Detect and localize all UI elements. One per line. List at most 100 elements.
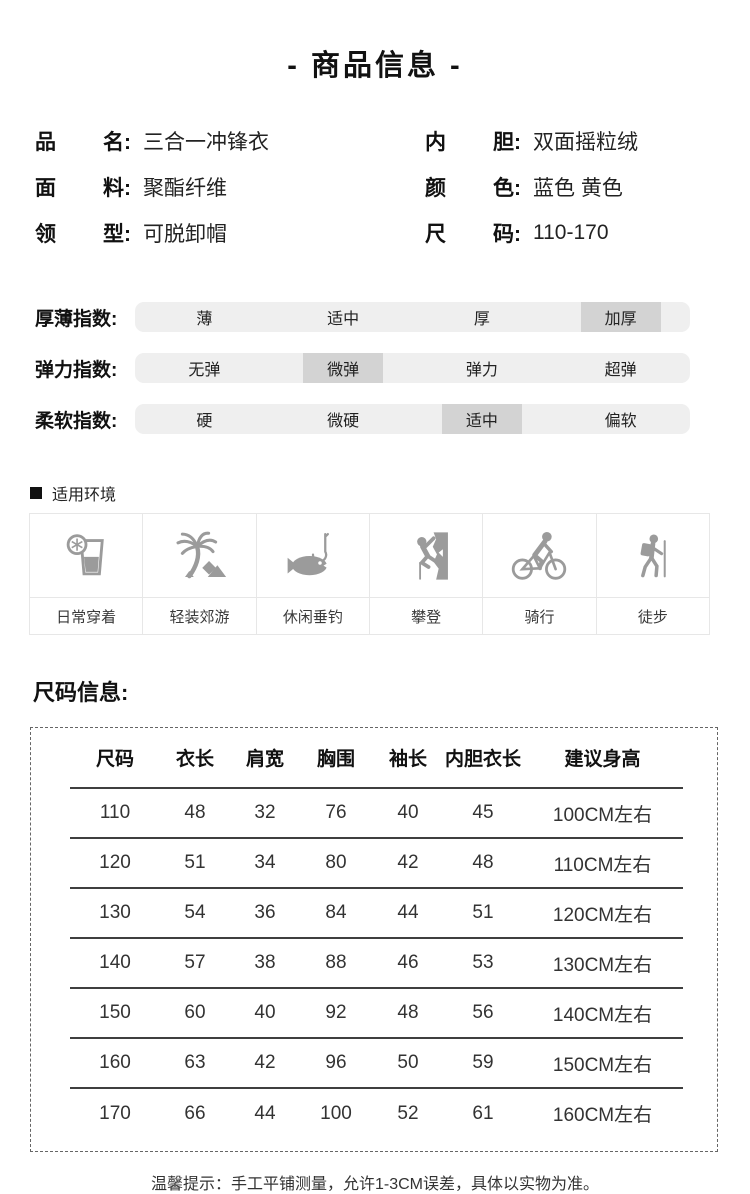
bar-option-label: 超弹	[604, 362, 637, 379]
col-header-length: 衣长	[175, 749, 214, 770]
attr-value: 蓝色 黄色	[533, 177, 623, 200]
attr-label-char: 领	[35, 223, 56, 246]
table-row: 130 54 36 84 44 51 120CM左右	[70, 888, 683, 938]
table-row: 160 63 42 96 50 59 150CM左右	[70, 1038, 683, 1088]
cell: 53	[472, 952, 494, 973]
softness-index-row: 柔软指数: 硬 微硬 适中 偏软	[35, 404, 750, 434]
cell: 45	[472, 802, 494, 823]
attr-row-size: 尺 码: 110-170	[425, 210, 715, 256]
climbing-icon	[370, 514, 483, 597]
cell: 48	[472, 852, 494, 873]
bar-option: 薄	[135, 302, 274, 332]
hiking-icon	[596, 514, 709, 597]
col-header-chest: 胸围	[316, 749, 355, 770]
cell: 50	[397, 1052, 419, 1073]
size-table: 尺码 衣长 肩宽 胸围 袖长 内胆衣长 建议身高 110 48 32 76 40 45 10…	[70, 728, 683, 1138]
cell: 51	[184, 852, 206, 873]
cell: 32	[254, 802, 276, 823]
attr-label-char: 料:	[103, 177, 131, 200]
cell: 92	[325, 1002, 347, 1023]
cell: 96	[325, 1052, 347, 1073]
index-label: 弹力指数:	[35, 359, 118, 381]
cell: 59	[472, 1052, 494, 1073]
size-table-box: 尺码 衣长 肩宽 胸围 袖长 内胆衣长 建议身高 110 48 32 76 40 45 10…	[30, 727, 718, 1152]
fishing-icon	[256, 514, 369, 597]
attr-value: 三合一冲锋衣	[143, 131, 269, 154]
cell: 150	[99, 1002, 131, 1023]
col-header-liner-length: 内胆衣长	[444, 749, 521, 770]
attr-label: 尺 码:	[425, 218, 521, 248]
cell: 52	[397, 1102, 419, 1124]
attr-label-char: 面	[35, 177, 56, 200]
table-row: 120 51 34 80 42 48 110CM左右	[70, 838, 683, 888]
attr-label-char: 胆:	[493, 131, 521, 154]
table-row: 170 66 44 100 52 61 160CM左右	[70, 1088, 683, 1138]
cell: 110	[99, 802, 131, 823]
cell: 57	[184, 952, 206, 973]
attr-label-char: 码:	[493, 223, 521, 246]
bar-option: 厚	[413, 302, 552, 332]
cell: 42	[397, 852, 419, 873]
cell: 48	[397, 1002, 419, 1023]
attr-value: 双面摇粒绒	[533, 131, 638, 154]
col-header-height: 建议身高	[564, 749, 641, 770]
bar-option: 偏软	[551, 404, 690, 434]
cell: 88	[325, 952, 347, 973]
bar-option: 适中	[274, 302, 413, 332]
cell: 130	[99, 902, 131, 923]
drink-icon	[30, 514, 143, 597]
cell: 51	[472, 902, 494, 923]
env-label-hiking: 徒步	[596, 598, 709, 634]
cell: 160	[99, 1052, 131, 1073]
bar-option-label: 弹力	[465, 362, 498, 379]
cell: 44	[254, 1102, 276, 1124]
measurement-disclaimer: 温馨提示：手工平铺测量，允许1-3CM误差，具体以实物为准。	[150, 1176, 599, 1193]
attr-row-collar: 领 型: 可脱卸帽	[35, 210, 425, 256]
bar-option-label: 无弹	[188, 362, 221, 379]
attr-row-name: 品 名: 三合一冲锋衣	[35, 118, 425, 164]
softness-bar: 硬 微硬 适中 偏软	[135, 404, 690, 434]
env-label-light-outing: 轻装郊游	[143, 598, 256, 634]
palm-tree-icon	[143, 514, 256, 597]
index-bars-section: 厚薄指数: 薄 适中 厚 加厚 弹力指数: 无弹 微弹 弹力 超弹 柔软指数: …	[35, 302, 750, 434]
elasticity-bar: 无弹 微弹 弹力 超弹	[135, 353, 690, 383]
attr-label-char: 型:	[103, 223, 131, 246]
bar-option-selected: 适中	[413, 404, 552, 434]
attr-label: 面 料:	[35, 172, 131, 202]
cell: 76	[325, 802, 347, 823]
cell: 40	[254, 1002, 276, 1023]
bar-option: 微硬	[274, 404, 413, 434]
attributes-left-column: 品 名: 三合一冲锋衣 面 料: 聚酯纤维 领 型: 可脱卸帽	[35, 118, 425, 256]
index-label: 柔软指数:	[35, 410, 118, 432]
attr-row-color: 颜 色: 蓝色 黄色	[425, 164, 715, 210]
cell: 63	[184, 1052, 206, 1073]
cell: 150CM左右	[552, 1054, 653, 1076]
cell: 84	[325, 902, 347, 923]
cell: 48	[184, 802, 206, 823]
cell: 160CM左右	[552, 1105, 653, 1126]
env-label-cycling: 骑行	[483, 598, 596, 634]
cell: 140	[99, 952, 131, 973]
attr-label-char: 名:	[103, 131, 131, 154]
cell: 100CM左右	[552, 804, 653, 826]
attr-label-char: 尺	[425, 223, 446, 246]
cell: 140CM左右	[552, 1004, 653, 1026]
cell: 66	[184, 1102, 206, 1124]
cell: 80	[325, 852, 347, 873]
attr-label-char: 颜	[425, 177, 446, 200]
index-label: 厚薄指数:	[35, 308, 118, 330]
bar-option-label: 薄	[196, 311, 213, 328]
col-header-shoulder: 肩宽	[245, 749, 284, 770]
bar-option-label: 微弹	[303, 353, 384, 383]
thickness-bar: 薄 适中 厚 加厚	[135, 302, 690, 332]
attr-label: 领 型:	[35, 218, 131, 248]
product-attributes: 品 名: 三合一冲锋衣 面 料: 聚酯纤维 领 型: 可脱卸帽 内 胆: 双面摇粒绒 颜…	[35, 118, 750, 256]
cell: 100	[320, 1102, 352, 1124]
bar-option: 无弹	[135, 353, 274, 383]
bar-option-label: 适中	[441, 404, 522, 434]
cell: 42	[254, 1052, 276, 1073]
cell: 170	[99, 1102, 131, 1124]
cycling-icon	[483, 514, 596, 597]
cell: 61	[472, 1102, 494, 1124]
